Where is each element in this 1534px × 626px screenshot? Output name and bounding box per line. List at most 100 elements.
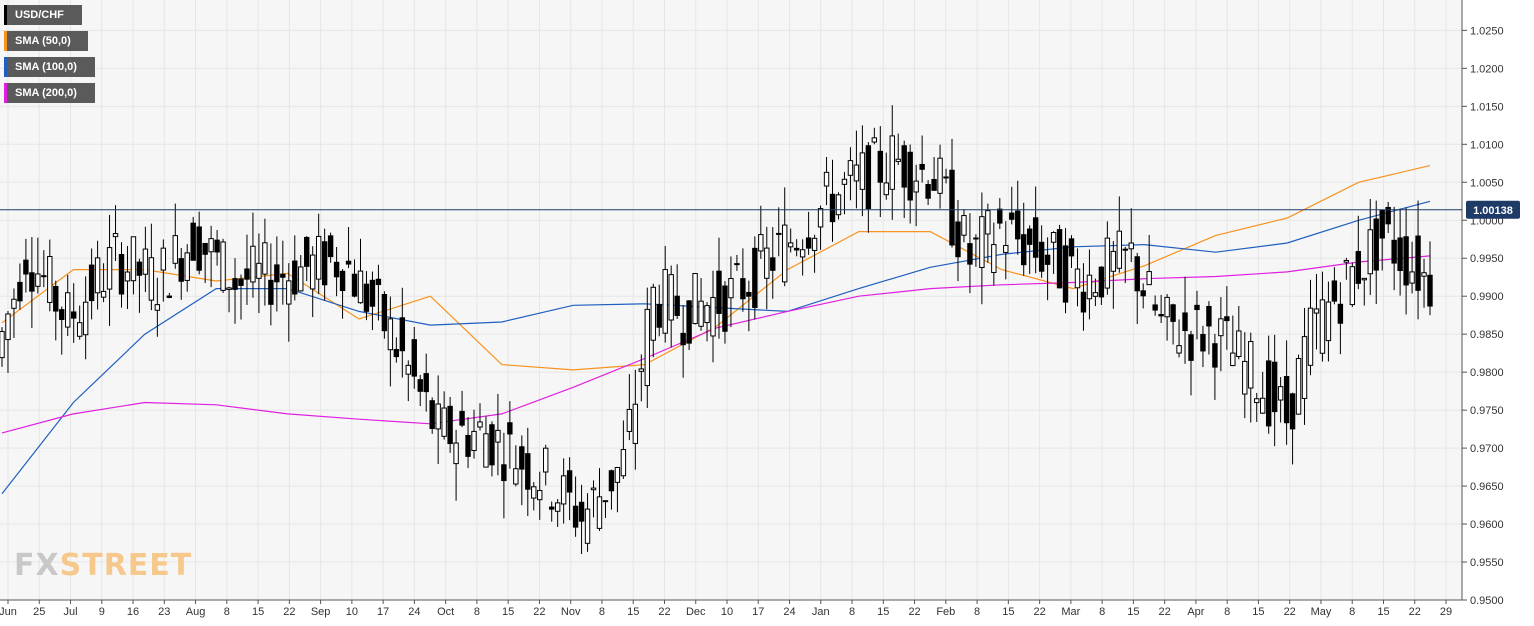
candle-body: [811, 237, 818, 251]
candle-body: [548, 506, 555, 510]
legend-item-sma50[interactable]: SMA (50,0): [4, 31, 88, 51]
candle-body: [638, 368, 645, 372]
candle-body: [142, 248, 149, 275]
x-tick-label: 22: [1033, 606, 1045, 618]
x-tick-label: 24: [783, 606, 795, 618]
candle-body: [220, 241, 226, 291]
x-tick-label: 15: [877, 606, 889, 618]
candle-body: [256, 262, 262, 279]
x-tick-label: 8: [599, 606, 605, 618]
candle-body: [184, 252, 190, 281]
candle-body: [537, 490, 543, 501]
candle-body: [29, 272, 35, 292]
legend-swatch: [4, 83, 7, 103]
candle-body: [1421, 272, 1427, 277]
x-tick-label: 22: [283, 606, 295, 618]
candle-body: [82, 301, 89, 336]
candle-body: [53, 285, 59, 312]
candle-body: [226, 287, 232, 290]
candle-body: [1349, 266, 1356, 306]
y-tick-label: 0.9600: [1470, 519, 1504, 531]
candle-body: [686, 300, 692, 344]
candle-body: [1050, 232, 1057, 243]
candle-body: [543, 447, 549, 473]
logo-part2: STREET: [59, 548, 193, 583]
candle-body: [841, 178, 848, 185]
candle-body: [11, 298, 17, 309]
y-tick-label: 0.9800: [1470, 367, 1504, 379]
x-tick-label: 15: [1252, 606, 1264, 618]
x-tick-label: 8: [1224, 606, 1230, 618]
candle-body: [632, 403, 639, 444]
candle-body: [1254, 398, 1260, 404]
candle-body: [393, 348, 400, 358]
candle-body: [1283, 376, 1290, 424]
candle-body: [1218, 318, 1224, 337]
legend-swatch: [4, 31, 7, 51]
candle-body: [1009, 212, 1015, 220]
candle-body: [1152, 304, 1158, 311]
candle-body: [895, 158, 901, 162]
candle-body: [853, 164, 860, 182]
y-axis: 1.02501.02001.01501.01001.00501.00000.99…: [1461, 0, 1504, 607]
candle-body: [345, 260, 352, 265]
candle-body: [1110, 250, 1117, 272]
candle-body: [1164, 296, 1170, 318]
current-price-tag: [1466, 200, 1520, 219]
candle-body: [88, 264, 95, 302]
legend-item-sma100[interactable]: SMA (100,0): [4, 57, 95, 77]
x-tick-label: Nov: [561, 606, 581, 618]
candle-body: [728, 278, 734, 299]
candle-body: [847, 160, 854, 176]
candle-body: [1397, 237, 1403, 272]
candle-body: [979, 216, 985, 268]
candle-body: [441, 407, 447, 437]
x-tick-label: May: [1311, 606, 1332, 618]
candle-body: [351, 273, 358, 297]
candle-body: [501, 464, 507, 482]
candle-body: [1313, 308, 1320, 314]
candle-body: [465, 434, 471, 457]
candle-body: [112, 233, 119, 238]
candle-body: [1044, 254, 1051, 265]
candle-body: [1026, 228, 1033, 245]
candle-body: [387, 318, 394, 351]
candle-body: [1056, 229, 1063, 289]
candle-body: [734, 263, 740, 266]
candle-body: [154, 304, 161, 311]
candle-body: [901, 145, 907, 188]
x-tick-label: Sep: [311, 606, 331, 618]
candle-body: [991, 244, 997, 273]
legend-item-sma200[interactable]: SMA (200,0): [4, 83, 95, 103]
candle-body: [1343, 259, 1350, 263]
candle-body: [1319, 299, 1326, 354]
y-tick-label: 0.9900: [1470, 291, 1504, 303]
candle-body: [106, 247, 113, 290]
candle-body: [166, 295, 172, 298]
candle-body: [495, 429, 501, 443]
candle-body: [572, 505, 579, 528]
candle-body: [710, 297, 716, 337]
candle-body: [280, 273, 286, 278]
legend-swatch: [4, 57, 7, 77]
candle-body: [799, 249, 806, 258]
candle-body: [740, 278, 746, 300]
x-tick-label: 17: [377, 606, 389, 618]
candle-body: [1301, 336, 1308, 399]
candle-body: [1104, 237, 1111, 289]
candle-body: [985, 210, 991, 235]
legend-item-usdchf[interactable]: USD/CHF: [4, 5, 82, 25]
candle-body: [381, 294, 388, 332]
candle-body: [1068, 238, 1075, 257]
candle-body: [698, 300, 704, 327]
current-price: 1.00138: [0, 200, 1520, 219]
candle-body: [214, 239, 220, 253]
candle-body: [196, 226, 202, 271]
x-tick-label: 8: [974, 606, 980, 618]
candle-body: [1158, 314, 1164, 317]
x-tick-label: 29: [1440, 606, 1452, 618]
x-tick-label: 15: [1377, 606, 1389, 618]
candle-body: [519, 446, 525, 470]
candle-body: [59, 309, 65, 320]
